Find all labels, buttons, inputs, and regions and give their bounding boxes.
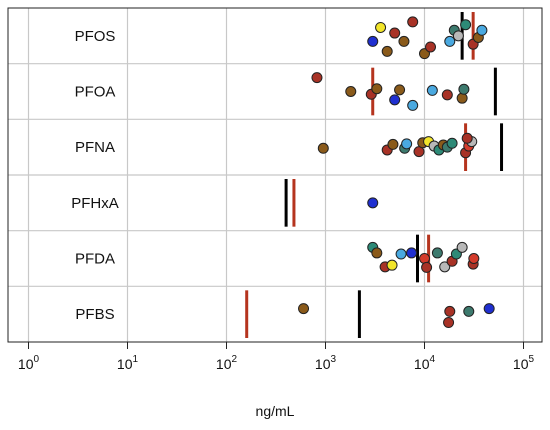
data-point xyxy=(389,27,401,39)
data-point xyxy=(371,83,383,95)
data-point xyxy=(456,241,468,253)
data-point xyxy=(398,35,410,47)
data-point xyxy=(444,35,456,47)
data-point xyxy=(446,137,458,149)
category-labels: PFOS PFOA PFNA PFHxA PFDA PFBS xyxy=(71,28,119,323)
data-point xyxy=(458,83,470,95)
data-point xyxy=(345,86,357,97)
x-tick-label: 105 xyxy=(513,354,535,372)
data-point xyxy=(421,261,433,273)
data-point xyxy=(311,72,323,84)
data-point xyxy=(407,16,419,28)
x-tick-label: 104 xyxy=(414,354,436,372)
data-point xyxy=(298,303,310,315)
data-point xyxy=(439,261,451,273)
data-point xyxy=(389,94,401,106)
x-tick-label: 100 xyxy=(18,354,40,372)
category-label: PFDA xyxy=(75,251,115,268)
data-point xyxy=(461,132,473,144)
category-label: PFOS xyxy=(75,28,116,45)
x-tick-label: 101 xyxy=(117,354,139,372)
data-point xyxy=(426,84,438,96)
x-axis-title: ng/mL xyxy=(256,403,295,419)
data-point xyxy=(381,45,393,57)
data-point xyxy=(456,92,468,104)
data-point xyxy=(394,84,406,96)
data-point xyxy=(444,305,456,317)
data-point xyxy=(386,259,398,271)
data-point xyxy=(367,35,379,47)
data-point xyxy=(452,30,464,42)
data-point xyxy=(443,317,455,329)
x-tick-label: 103 xyxy=(315,354,337,372)
data-point xyxy=(425,41,437,53)
data-points xyxy=(298,16,495,329)
category-label: PFHxA xyxy=(71,195,119,212)
plot-frame xyxy=(7,7,543,343)
data-point xyxy=(371,247,383,259)
data-point xyxy=(460,19,472,31)
grid-lines xyxy=(8,8,542,342)
data-point xyxy=(441,89,453,101)
data-point xyxy=(419,253,430,264)
data-point xyxy=(401,138,413,150)
category-label: PFOA xyxy=(75,84,116,101)
data-point xyxy=(476,24,488,36)
data-point xyxy=(317,142,329,154)
x-axis-ticks: 100 101 102 103 104 105 xyxy=(18,342,535,372)
data-point xyxy=(367,197,379,209)
data-point xyxy=(406,247,418,259)
data-point xyxy=(468,253,480,264)
data-point xyxy=(387,138,399,150)
data-point xyxy=(463,305,475,317)
category-label: PFNA xyxy=(75,139,115,156)
category-label: PFBS xyxy=(75,306,114,323)
x-tick-label: 102 xyxy=(216,354,238,372)
data-point xyxy=(395,248,407,260)
data-point xyxy=(483,303,495,315)
data-point xyxy=(407,99,419,111)
data-point xyxy=(375,21,387,33)
data-point xyxy=(431,247,443,259)
